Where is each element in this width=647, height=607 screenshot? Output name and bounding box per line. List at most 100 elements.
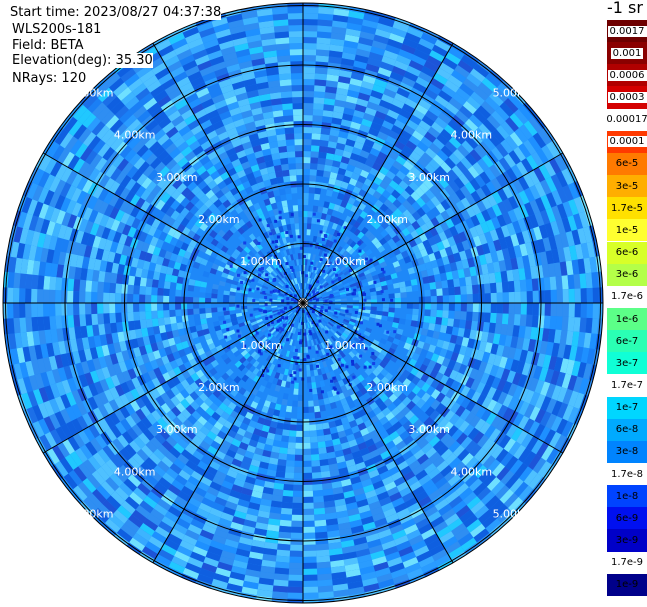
field-gate bbox=[124, 403, 136, 416]
field-gate bbox=[340, 200, 348, 208]
field-gate bbox=[438, 503, 453, 517]
field-gate bbox=[3, 318, 9, 335]
field-gate bbox=[92, 269, 100, 282]
field-gate bbox=[219, 485, 232, 496]
field-gate bbox=[427, 359, 437, 370]
field-gate bbox=[59, 182, 72, 198]
field-gate bbox=[140, 461, 154, 474]
field-gate bbox=[365, 327, 373, 334]
field-gate bbox=[275, 555, 290, 563]
field-gate bbox=[414, 250, 423, 260]
field-gate bbox=[31, 316, 39, 332]
field-gate bbox=[475, 381, 486, 394]
field-gate bbox=[161, 138, 174, 150]
field-gate bbox=[435, 281, 443, 289]
field-speckle bbox=[294, 298, 298, 302]
field-gate bbox=[418, 522, 433, 535]
field-gate bbox=[101, 344, 110, 357]
field-gate bbox=[55, 277, 63, 291]
field-gate bbox=[155, 357, 165, 368]
field-gate bbox=[379, 393, 389, 403]
field-gate bbox=[204, 491, 217, 503]
field-gate bbox=[507, 383, 518, 397]
field-gate bbox=[432, 138, 445, 150]
field-gate bbox=[523, 451, 537, 467]
field-gate bbox=[150, 107, 165, 120]
field-gate bbox=[119, 393, 130, 406]
field-gate bbox=[415, 103, 429, 116]
field-gate bbox=[396, 481, 409, 492]
field-gate bbox=[481, 351, 491, 363]
field-gate bbox=[318, 151, 327, 159]
field-gate bbox=[343, 370, 350, 378]
field-gate bbox=[440, 395, 451, 407]
field-gate bbox=[580, 303, 587, 318]
field-gate bbox=[538, 426, 551, 442]
field-gate bbox=[262, 486, 274, 495]
field-gate bbox=[559, 261, 568, 276]
field-gate bbox=[343, 235, 351, 244]
field-gate bbox=[281, 200, 288, 208]
field-gate bbox=[227, 101, 240, 111]
field-gate bbox=[217, 416, 227, 426]
field-gate bbox=[241, 308, 248, 313]
field-gate bbox=[58, 251, 67, 266]
field-gate bbox=[359, 169, 370, 179]
field-speckle bbox=[236, 273, 240, 277]
field-gate bbox=[43, 189, 55, 206]
field-gate bbox=[296, 259, 300, 266]
field-gate bbox=[233, 433, 244, 442]
field-gate bbox=[338, 392, 346, 401]
field-gate bbox=[175, 213, 185, 224]
field-gate bbox=[135, 87, 151, 101]
field-gate bbox=[407, 92, 421, 104]
field-gate bbox=[536, 353, 546, 368]
field-gate bbox=[80, 360, 90, 375]
field-gate bbox=[170, 431, 182, 443]
field-gate bbox=[460, 385, 471, 397]
field-gate bbox=[182, 176, 194, 188]
field-speckle bbox=[363, 292, 367, 296]
field-gate bbox=[303, 289, 305, 296]
field-gate bbox=[368, 266, 377, 273]
field-gate bbox=[153, 228, 163, 239]
field-gate bbox=[181, 109, 194, 121]
field-gate bbox=[143, 518, 159, 532]
field-gate bbox=[222, 268, 230, 275]
field-gate bbox=[259, 430, 269, 439]
field-gate bbox=[276, 379, 283, 387]
field-gate bbox=[217, 307, 224, 312]
field-gate bbox=[191, 103, 205, 115]
field-gate bbox=[353, 109, 365, 119]
field-gate bbox=[536, 238, 546, 253]
field-gate bbox=[143, 97, 158, 111]
field-speckle bbox=[309, 298, 313, 302]
field-speckle bbox=[304, 274, 308, 278]
field-gate bbox=[327, 309, 334, 313]
field-gate bbox=[274, 352, 281, 360]
field-gate bbox=[369, 287, 377, 293]
field-gate bbox=[415, 469, 428, 481]
field-gate bbox=[151, 310, 158, 319]
field-gate bbox=[172, 366, 182, 376]
field-gate bbox=[326, 288, 333, 293]
field-gate bbox=[288, 25, 303, 32]
field-gate bbox=[517, 374, 528, 388]
field-gate bbox=[229, 287, 237, 293]
field-gate bbox=[406, 400, 416, 411]
field-gate bbox=[215, 254, 224, 262]
field-gate bbox=[490, 343, 499, 355]
field-gate bbox=[512, 501, 528, 517]
field-gate bbox=[340, 298, 347, 302]
field-gate bbox=[199, 297, 206, 303]
field-gate bbox=[486, 194, 498, 207]
field-gate bbox=[542, 237, 552, 252]
field-gate bbox=[257, 467, 268, 476]
field-gate bbox=[296, 175, 303, 182]
field-gate bbox=[93, 508, 109, 523]
field-gate bbox=[372, 349, 381, 358]
field-gate bbox=[124, 149, 137, 163]
field-gate bbox=[349, 318, 357, 324]
field-gate bbox=[359, 149, 370, 159]
field-gate bbox=[151, 295, 158, 303]
